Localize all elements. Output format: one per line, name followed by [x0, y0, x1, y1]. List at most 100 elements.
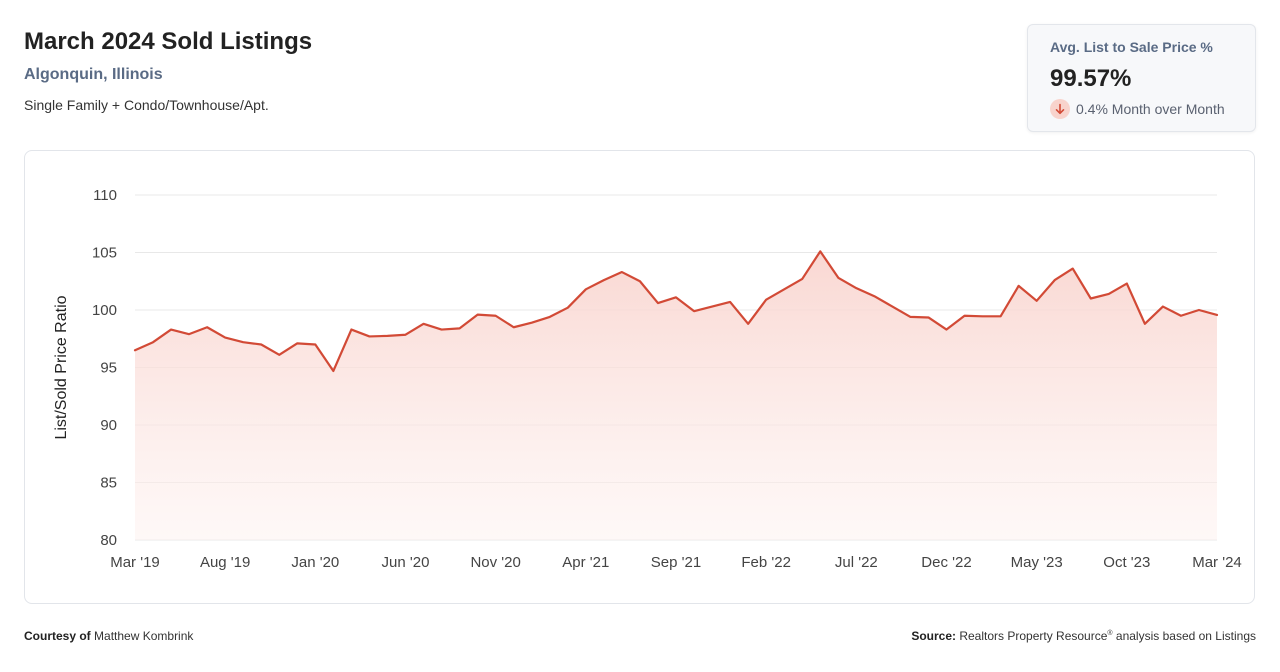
data-point	[908, 315, 912, 319]
data-point	[440, 328, 444, 332]
data-point	[945, 328, 949, 332]
data-point	[223, 336, 227, 340]
data-point	[764, 298, 768, 302]
y-tick-label: 90	[100, 417, 117, 434]
data-point	[277, 353, 281, 357]
data-point	[494, 314, 498, 318]
data-point	[548, 315, 552, 319]
x-tick-label: Jun '20	[382, 554, 430, 571]
data-point	[963, 314, 967, 318]
data-point	[458, 326, 462, 330]
data-point	[854, 286, 858, 290]
data-point	[566, 306, 570, 310]
stat-change-row: 0.4% Month over Month	[1050, 99, 1225, 119]
x-tick-label: Jan '20	[291, 554, 339, 571]
data-point	[367, 334, 371, 338]
data-point	[728, 300, 732, 304]
x-tick-label: May '23	[1011, 554, 1063, 571]
x-tick-label: Oct '23	[1103, 554, 1150, 571]
data-point	[205, 325, 209, 329]
data-point	[1143, 322, 1147, 326]
data-point	[638, 279, 642, 283]
data-point	[1125, 282, 1129, 286]
courtesy-label: Courtesy of	[24, 629, 91, 643]
stat-value: 99.57%	[1050, 65, 1132, 92]
list-sold-ratio-chart: 80 85 90 95 100 105 110 Mar '19 Aug '19 Jan '20 Ju…	[53, 187, 1242, 571]
data-point	[836, 276, 840, 280]
data-point	[800, 277, 804, 281]
x-tick-label: Mar '24	[1192, 554, 1242, 571]
stat-label: Avg. List to Sale Price %	[1050, 39, 1213, 55]
data-point	[890, 305, 894, 309]
area-fill	[135, 251, 1217, 540]
data-point	[602, 278, 606, 282]
source-text-suffix: analysis based on Listings	[1112, 629, 1256, 643]
data-point	[1053, 278, 1057, 282]
data-point	[656, 301, 660, 305]
data-point	[151, 340, 155, 344]
x-tick-label: Aug '19	[200, 554, 250, 571]
source-label: Source:	[911, 629, 956, 643]
data-point	[999, 314, 1003, 318]
data-point	[1161, 305, 1165, 309]
x-tick-label: Sep '21	[651, 554, 701, 571]
x-tick-label: Mar '19	[110, 554, 160, 571]
data-point	[1107, 292, 1111, 296]
data-point	[818, 249, 822, 253]
series-line	[133, 250, 1219, 373]
y-tick-label: 80	[100, 532, 117, 549]
y-tick-label: 85	[100, 475, 117, 492]
data-point	[584, 287, 588, 291]
x-tick-label: Dec '22	[921, 554, 971, 571]
chart-panel: 80 85 90 95 100 105 110 Mar '19 Aug '19 Jan '20 Ju…	[24, 150, 1255, 604]
data-point	[385, 334, 389, 338]
courtesy-footer: Courtesy of Matthew Kombrink	[24, 629, 193, 643]
y-tick-label: 105	[92, 245, 117, 262]
source-footer: Source: Realtors Property Resource® anal…	[911, 629, 1256, 643]
data-point	[241, 340, 245, 344]
data-point	[1035, 299, 1039, 303]
data-point	[981, 314, 985, 318]
data-point	[349, 328, 353, 332]
data-point	[422, 322, 426, 326]
x-tick-label: Jul '22	[835, 554, 878, 571]
data-point	[746, 322, 750, 326]
x-tick-label: Feb '22	[741, 554, 791, 571]
stat-card: Avg. List to Sale Price % 99.57% 0.4% Mo…	[1027, 24, 1256, 132]
y-axis-label: List/Sold Price Ratio	[53, 295, 70, 439]
data-point	[1089, 297, 1093, 301]
x-tick-label: Apr '21	[562, 554, 609, 571]
y-tick-label: 95	[100, 360, 117, 377]
data-point	[926, 315, 930, 319]
data-point	[620, 270, 624, 274]
x-tick-label: Nov '20	[470, 554, 520, 571]
data-point	[710, 305, 714, 309]
courtesy-name: Matthew Kombrink	[94, 629, 194, 643]
location-subtitle: Algonquin, Illinois	[24, 66, 163, 83]
data-point	[1017, 284, 1021, 288]
data-point	[404, 333, 408, 337]
data-point	[476, 313, 480, 317]
data-point	[313, 343, 317, 347]
data-point	[692, 309, 696, 313]
page-title: March 2024 Sold Listings	[24, 28, 313, 55]
property-types-label: Single Family + Condo/Townhouse/Apt.	[24, 97, 269, 113]
data-point	[1071, 267, 1075, 271]
data-point	[512, 325, 516, 329]
data-point	[1197, 308, 1201, 312]
data-point	[295, 341, 299, 345]
data-point	[1215, 313, 1219, 317]
data-point	[782, 287, 786, 291]
data-point	[530, 321, 534, 325]
data-point	[674, 295, 678, 299]
arrow-down-icon	[1050, 99, 1070, 119]
data-point	[187, 332, 191, 336]
y-tick-label: 110	[93, 187, 117, 204]
source-registered-mark: ®	[1107, 630, 1113, 637]
data-point	[1179, 314, 1183, 318]
y-tick-label: 100	[92, 302, 117, 319]
source-text: Realtors Property Resource	[959, 629, 1108, 643]
data-point	[259, 343, 263, 347]
data-point	[872, 294, 876, 298]
data-point	[169, 328, 173, 332]
